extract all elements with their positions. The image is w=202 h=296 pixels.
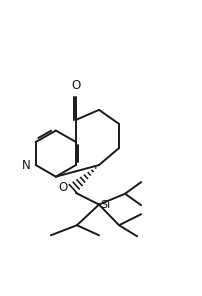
Text: Si: Si — [100, 200, 110, 210]
Text: N: N — [21, 159, 30, 172]
Text: O: O — [71, 79, 81, 92]
Text: O: O — [59, 181, 68, 194]
